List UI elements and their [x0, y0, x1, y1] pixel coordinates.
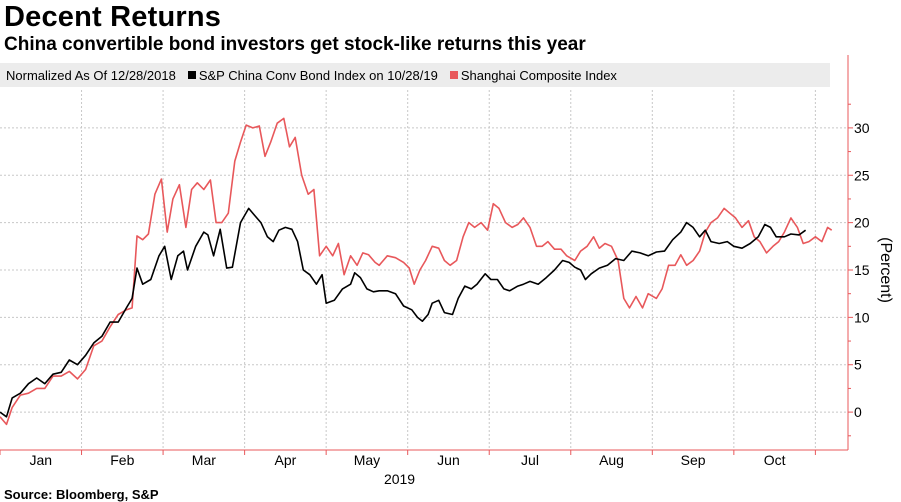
x-tick-label: Apr [274, 452, 296, 468]
y-tick-label: 30 [854, 120, 870, 136]
chart-title: Decent Returns [4, 1, 222, 33]
x-tick-label: Jul [521, 452, 539, 468]
x-tick-label: May [354, 452, 380, 468]
x-tick-label: Aug [599, 452, 624, 468]
legend-series-bond: S&P China Conv Bond Index on 10/28/19 [187, 67, 438, 83]
legend-bar: Normalized As Of 12/28/2018 S&P China Co… [0, 63, 830, 87]
x-tick-label: Jun [437, 452, 460, 468]
legend-normalized: Normalized As Of 12/28/2018 [6, 68, 176, 83]
x-axis-label: 2019 [384, 471, 415, 487]
legend-series-shanghai: Shanghai Composite Index [449, 67, 617, 83]
legend-bond-label: S&P China Conv Bond Index on 10/28/19 [198, 67, 438, 83]
x-tick-label: Mar [192, 452, 216, 468]
x-tick-label: Jan [29, 452, 52, 468]
y-axis-label: (Percent) [877, 237, 894, 303]
chart-subtitle: China convertible bond investors get sto… [4, 34, 586, 55]
legend-swatch-bond [187, 71, 196, 79]
x-tick-label: Sep [681, 452, 706, 468]
series-line-bond [0, 207, 807, 418]
y-tick-label: 5 [854, 357, 862, 373]
legend-shanghai-label: Shanghai Composite Index [460, 67, 617, 83]
source-note: Source: Bloomberg, S&P [4, 487, 159, 502]
legend-normalized-label: Normalized As Of 12/28/2018 [6, 67, 176, 83]
series-line-shanghai [0, 117, 833, 426]
x-tick-label: Feb [110, 452, 134, 468]
y-tick-label: 0 [854, 404, 862, 420]
y-tick-label: 20 [854, 215, 870, 231]
legend-swatch-shanghai [449, 71, 458, 79]
x-tick-label: Oct [764, 452, 786, 468]
y-tick-label: 25 [854, 167, 870, 183]
y-tick-label: 15 [854, 262, 870, 278]
y-tick-label: 10 [854, 309, 870, 325]
